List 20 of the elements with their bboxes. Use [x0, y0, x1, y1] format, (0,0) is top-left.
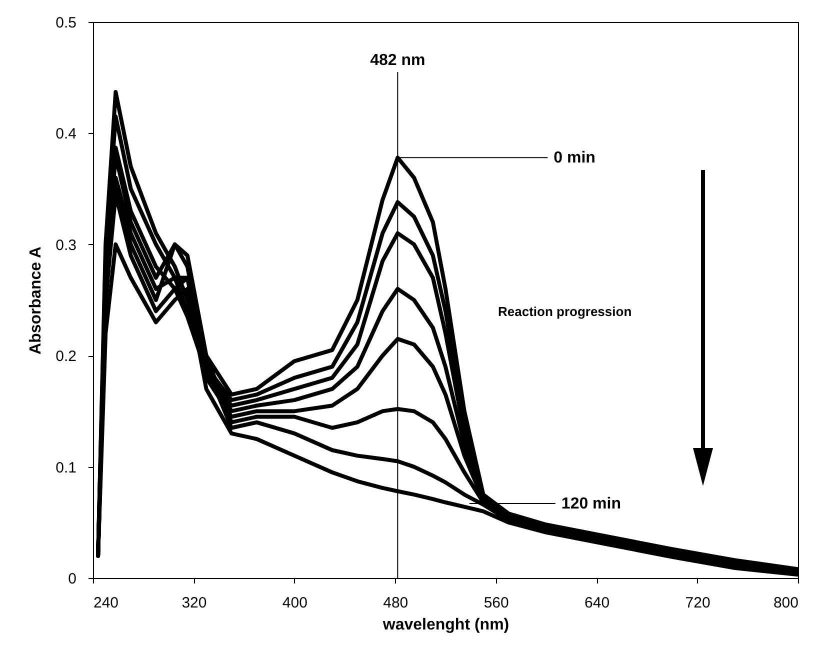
x-tick-label: 640: [584, 594, 610, 612]
x-tick-label: 720: [685, 594, 710, 612]
annotation: 0 min: [554, 150, 596, 167]
ref-line-label: 482 nm: [370, 52, 426, 69]
y-tick-label: 0.2: [56, 348, 76, 366]
x-tick-label: 480: [383, 594, 408, 612]
y-tick-label: 0.3: [56, 236, 76, 254]
y-tick-label: 0: [68, 570, 76, 588]
y-tick-label: 0.5: [56, 14, 76, 32]
x-tick-label: 240: [94, 594, 119, 612]
x-axis-title: wavelenght (nm): [382, 616, 510, 634]
y-tick-label: 0.4: [56, 126, 76, 143]
x-tick-label: 400: [282, 594, 308, 612]
y-axis-title: Absorbance A: [28, 246, 45, 354]
annotation: 120 min: [561, 495, 622, 512]
y-tick-label: 0.1: [56, 459, 76, 476]
x-tick-label: 560: [484, 594, 509, 612]
annotation: Reaction progression: [498, 304, 632, 319]
x-tick-label: 800: [773, 594, 798, 612]
x-tick-label: 320: [182, 594, 207, 612]
